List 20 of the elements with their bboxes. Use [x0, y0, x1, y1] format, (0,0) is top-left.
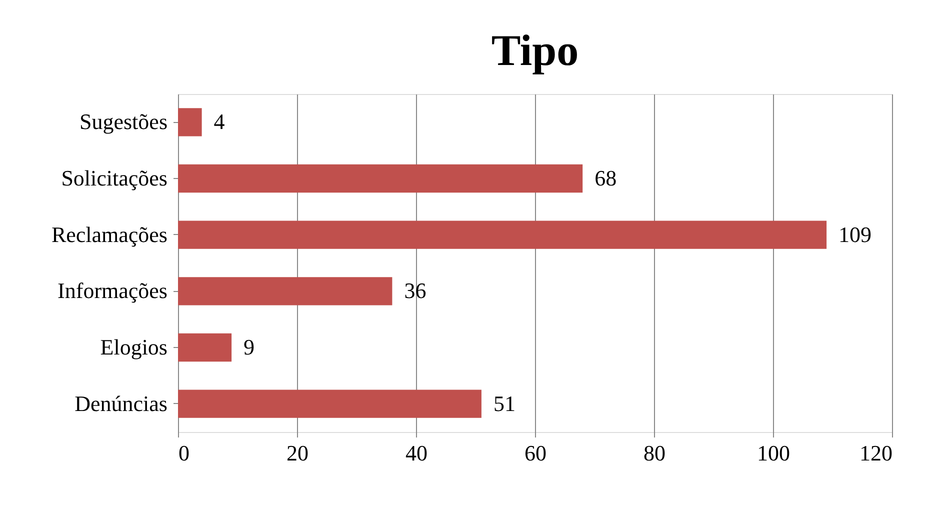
- y-tick-label: Informações: [58, 278, 168, 304]
- y-tick-label: Denúncias: [74, 390, 168, 416]
- y-tick-label: Elogios: [100, 334, 168, 360]
- x-tick-label: 80: [644, 440, 666, 466]
- x-tick-label: 0: [178, 440, 190, 466]
- data-label: 4: [214, 109, 225, 134]
- data-label: 51: [493, 390, 516, 416]
- x-tick-label: 20: [286, 440, 308, 466]
- data-label: 36: [404, 278, 426, 304]
- data-label: 68: [594, 166, 617, 190]
- x-tick-label: 40: [406, 440, 428, 466]
- x-tick-label: 100: [757, 440, 790, 466]
- y-tick-label: Solicitações: [61, 166, 168, 190]
- chart-title: Tipo: [491, 26, 579, 75]
- y-tick-label: Reclamações: [51, 222, 168, 247]
- x-tick-label: 120: [860, 440, 892, 466]
- x-tick-label: 60: [524, 440, 546, 466]
- y-tick-label: Sugestões: [80, 109, 168, 134]
- data-label: 9: [244, 334, 255, 360]
- data-label: 109: [838, 222, 872, 247]
